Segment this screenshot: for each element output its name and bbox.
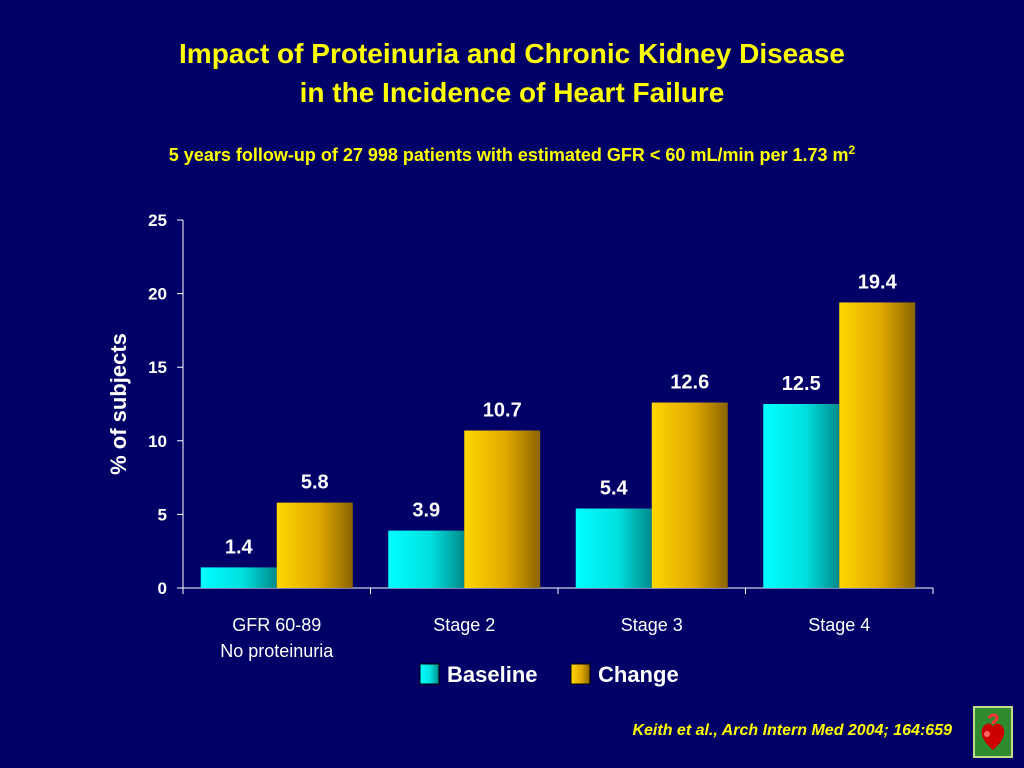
bar-change bbox=[839, 302, 916, 588]
subtitle-superscript: 2 bbox=[848, 143, 856, 157]
x-tick-label: GFR 60-89 bbox=[232, 615, 321, 635]
y-tick-label: 25 bbox=[148, 211, 167, 230]
citation: Keith et al., Arch Intern Med 2004; 164:… bbox=[632, 722, 952, 739]
slide-title: Impact of Proteinuria and Chronic Kidney… bbox=[0, 34, 1024, 112]
bar-change bbox=[464, 430, 541, 588]
data-label: 12.6 bbox=[670, 372, 709, 394]
y-tick-label: 5 bbox=[158, 505, 167, 524]
bar-change bbox=[651, 402, 728, 588]
y-axis-title: % of subjects bbox=[106, 333, 131, 475]
bar-change bbox=[276, 502, 353, 588]
bar-baseline bbox=[200, 567, 277, 588]
data-label: 19.4 bbox=[858, 271, 898, 293]
x-tick-label: Stage 4 bbox=[808, 615, 870, 635]
data-label: 5.8 bbox=[301, 472, 329, 494]
title-line-1: Impact of Proteinuria and Chronic Kidney… bbox=[179, 38, 845, 69]
legend-swatch-change bbox=[570, 663, 591, 685]
bar-baseline bbox=[763, 404, 840, 588]
x-tick-label: Stage 3 bbox=[621, 615, 683, 635]
legend-swatch-baseline bbox=[419, 663, 440, 685]
y-tick-label: 20 bbox=[148, 285, 167, 304]
x-tick-label: No proteinuria bbox=[220, 641, 334, 661]
data-label: 12.5 bbox=[782, 373, 821, 395]
legend-label-baseline: Baseline bbox=[447, 662, 538, 687]
y-tick-label: 0 bbox=[158, 579, 167, 598]
x-tick-label: Stage 2 bbox=[433, 615, 495, 635]
bar-baseline bbox=[388, 530, 465, 588]
slide-subtitle: 5 years follow-up of 27 998 patients wit… bbox=[0, 143, 1024, 166]
data-label: 3.9 bbox=[412, 500, 440, 522]
data-label: 1.4 bbox=[225, 536, 254, 558]
title-line-2: in the Incidence of Heart Failure bbox=[299, 77, 725, 108]
y-tick-label: 10 bbox=[148, 432, 167, 451]
y-tick-label: 15 bbox=[148, 358, 167, 377]
heart-logo-icon bbox=[973, 706, 1013, 758]
subtitle-text: 5 years follow-up of 27 998 patients wit… bbox=[168, 145, 849, 165]
data-label: 10.7 bbox=[483, 399, 522, 421]
bar-baseline bbox=[575, 508, 652, 588]
data-label: 5.4 bbox=[600, 478, 629, 500]
legend-label-change: Change bbox=[598, 662, 679, 687]
